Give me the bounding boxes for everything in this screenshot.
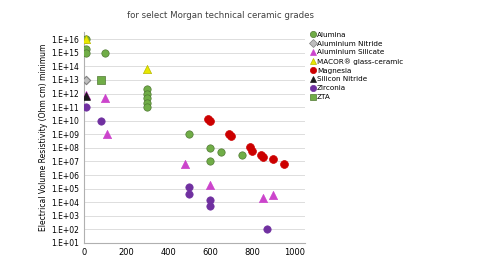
- ZTA: [97, 78, 105, 82]
- Alumina: [185, 132, 193, 136]
- Alumina: [143, 105, 151, 109]
- Alumina: [82, 37, 90, 41]
- Aluminium Silicate: [206, 183, 214, 187]
- Aluminium Silicate: [103, 132, 111, 136]
- Alumina: [143, 101, 151, 105]
- Magnesia: [259, 155, 266, 160]
- Aluminium Nitride: [82, 78, 90, 82]
- Aluminium Silicate: [259, 196, 266, 200]
- Alumina: [238, 153, 246, 157]
- Magnesia: [225, 132, 233, 136]
- Aluminium Silicate: [181, 162, 189, 166]
- Zirconia: [185, 192, 193, 196]
- Zirconia: [263, 227, 271, 232]
- Aluminium Silicate: [82, 93, 90, 97]
- Magnesia: [228, 133, 235, 138]
- Magnesia: [206, 119, 214, 123]
- Magnesia: [257, 153, 264, 157]
- Alumina: [143, 96, 151, 100]
- MACOR® glass-ceramic: [143, 67, 151, 71]
- Silicon Nitride: [82, 93, 90, 98]
- MACOR® glass-ceramic: [82, 37, 90, 41]
- Zirconia: [82, 105, 90, 109]
- Zirconia: [206, 197, 214, 202]
- Y-axis label: Electrical Volume Resistivity (Ohm cm) minimum: Electrical Volume Resistivity (Ohm cm) m…: [39, 44, 48, 231]
- Magnesia: [269, 157, 277, 161]
- Alumina: [206, 146, 214, 150]
- Magnesia: [248, 148, 256, 153]
- Alumina: [143, 91, 151, 96]
- Aluminium Silicate: [269, 193, 277, 198]
- Alumina: [143, 87, 151, 92]
- Alumina: [82, 50, 90, 55]
- Alumina: [217, 150, 225, 154]
- Alumina: [82, 46, 90, 51]
- Aluminium Silicate: [101, 96, 109, 100]
- Text: for select Morgan technical ceramic grades: for select Morgan technical ceramic grad…: [127, 11, 314, 20]
- Magnesia: [204, 117, 212, 122]
- Magnesia: [246, 144, 254, 149]
- Zirconia: [185, 185, 193, 190]
- Zirconia: [97, 119, 105, 123]
- Zirconia: [206, 204, 214, 208]
- Magnesia: [280, 162, 288, 166]
- Alumina: [101, 50, 109, 55]
- Alumina: [206, 159, 214, 164]
- Legend: Alumina, Aluminium Nitride, Aluminium Silicate, MACOR® glass-ceramic, Magnesia, : Alumina, Aluminium Nitride, Aluminium Si…: [311, 32, 403, 100]
